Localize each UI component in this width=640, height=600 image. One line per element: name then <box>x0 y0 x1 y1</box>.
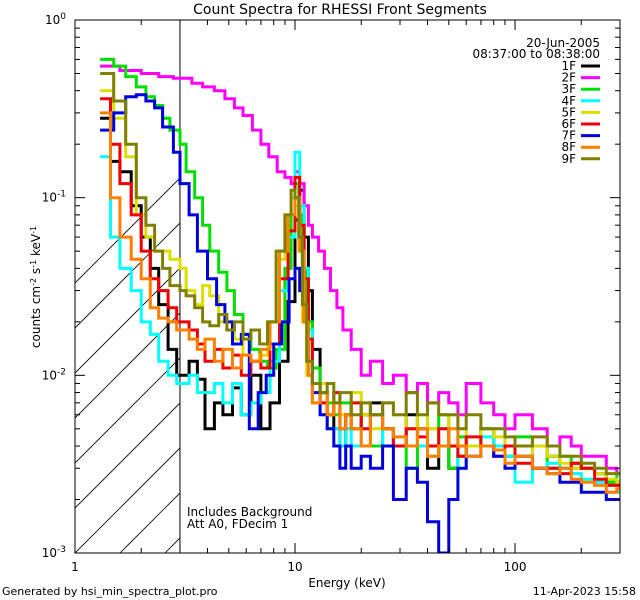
svg-text:counts cm-2 s-1 keV-1: counts cm-2 s-1 keV-1 <box>29 226 44 348</box>
y-tick-label: 10-2 <box>42 367 66 382</box>
x-axis-label: Energy (keV) <box>308 576 385 590</box>
chart-title: Count Spectra for RHESSI Front Segments <box>193 2 487 18</box>
legend-label-2F: 2F <box>561 71 576 85</box>
x-tick-label: 100 <box>504 560 527 574</box>
series-line-7F <box>100 93 620 553</box>
plot-frame <box>74 19 621 554</box>
legend-label-8F: 8F <box>561 140 576 154</box>
legend-label-9F: 9F <box>561 152 576 166</box>
legend-label-6F: 6F <box>561 117 576 131</box>
hatch-line <box>75 447 180 553</box>
time-range-label: 08:37:00 to 08:38:00 <box>473 47 600 61</box>
date-label: 20-Jun-2005 <box>526 36 600 50</box>
series-line-9F <box>100 72 620 476</box>
footer-timestamp: 11-Apr-2023 15:58 <box>533 585 636 598</box>
x-tick-label: 1 <box>71 560 79 574</box>
hatch-line <box>75 267 180 374</box>
hatch-lines <box>75 177 180 553</box>
legend-label-7F: 7F <box>561 129 576 143</box>
hatch-line <box>75 312 180 419</box>
annotation-attenuator: Att A0, FDecim 1 <box>187 517 288 531</box>
series-line-8F <box>100 111 620 494</box>
legend-label-1F: 1F <box>561 59 576 73</box>
series-lines <box>100 57 620 553</box>
y-tick-label: 10-3 <box>42 545 66 560</box>
y-tick-label: 10-1 <box>42 190 66 205</box>
annotation-background: Includes Background <box>187 505 312 519</box>
hatch-line <box>75 402 180 509</box>
series-line-2F <box>100 64 620 476</box>
y-tick-label: 100 <box>45 12 66 27</box>
footer-generated-by: Generated by hsi_min_spectra_plot.pro <box>2 585 218 598</box>
y-axis-label: counts cm-2 s-1 keV-1 <box>29 226 44 348</box>
hatched-region <box>75 20 181 553</box>
legend-label-3F: 3F <box>561 82 576 96</box>
x-tick-label: 10 <box>287 560 302 574</box>
hatch-line <box>75 222 180 329</box>
legend-label-5F: 5F <box>561 105 576 119</box>
legend-label-4F: 4F <box>561 94 576 108</box>
hatch-line <box>75 357 180 464</box>
